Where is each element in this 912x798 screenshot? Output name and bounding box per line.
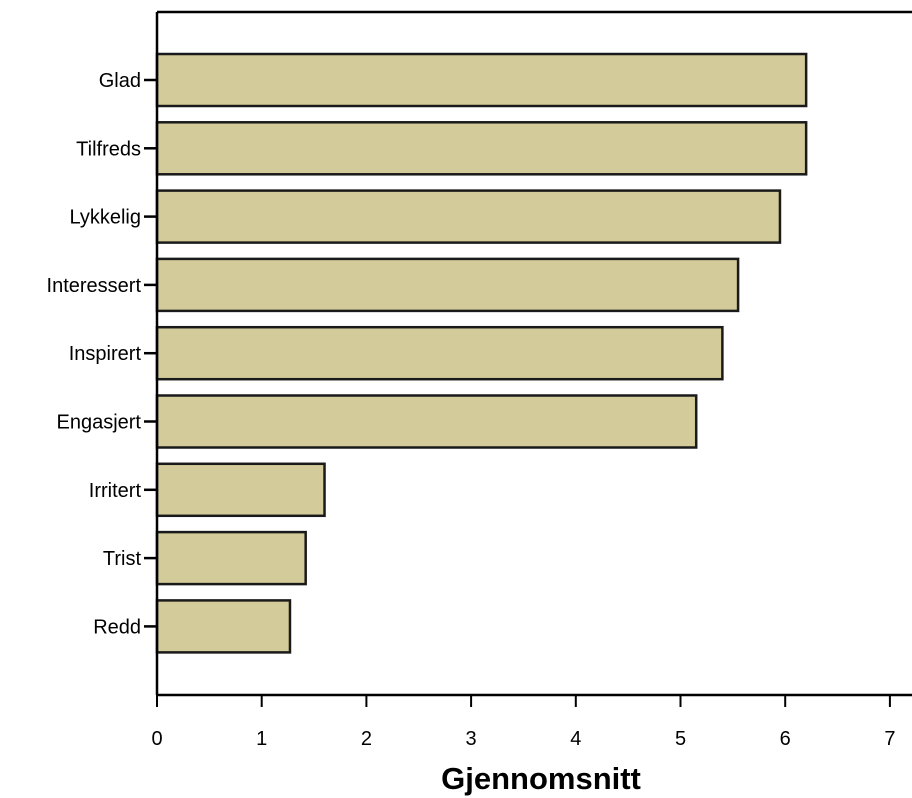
bar-lykkelig (155, 189, 782, 244)
x-tick-label: 4 (570, 728, 581, 750)
category-label: Redd (93, 616, 141, 638)
bar-tilfreds (155, 121, 808, 176)
x-tick-label: 2 (361, 728, 372, 750)
category-label: Glad (99, 70, 141, 92)
bar-redd (155, 599, 292, 654)
x-tick-label: 1 (256, 728, 267, 750)
x-tick-label: 5 (675, 728, 686, 750)
bar-inspirert (155, 325, 724, 381)
bar-trist (155, 530, 307, 586)
bar-glad (155, 52, 808, 108)
category-label: Engasjert (57, 412, 142, 434)
bar-interessert (155, 257, 740, 313)
category-label: Lykkelig (69, 207, 141, 229)
category-label: Inspirert (69, 343, 142, 365)
bar-engasjert (155, 394, 698, 449)
x-axis-title: Gjennomsnitt (441, 761, 641, 796)
category-label: Trist (103, 548, 142, 570)
x-tick-label: 7 (884, 728, 895, 750)
x-tick-label: 3 (466, 728, 477, 750)
category-label: Irritert (89, 480, 142, 502)
y-ticks-layer: Glad Tilfreds Lykkelig Interessert Inspirert… (47, 70, 157, 638)
x-ticks-layer: 0 1 2 3 4 5 6 7 (151, 695, 895, 750)
x-tick-label: 0 (151, 728, 162, 750)
bars-layer (155, 52, 808, 654)
category-label: Interessert (47, 275, 142, 297)
category-label: Tilfreds (76, 138, 141, 160)
bar-irritert (155, 462, 326, 518)
x-tick-label: 6 (780, 728, 791, 750)
